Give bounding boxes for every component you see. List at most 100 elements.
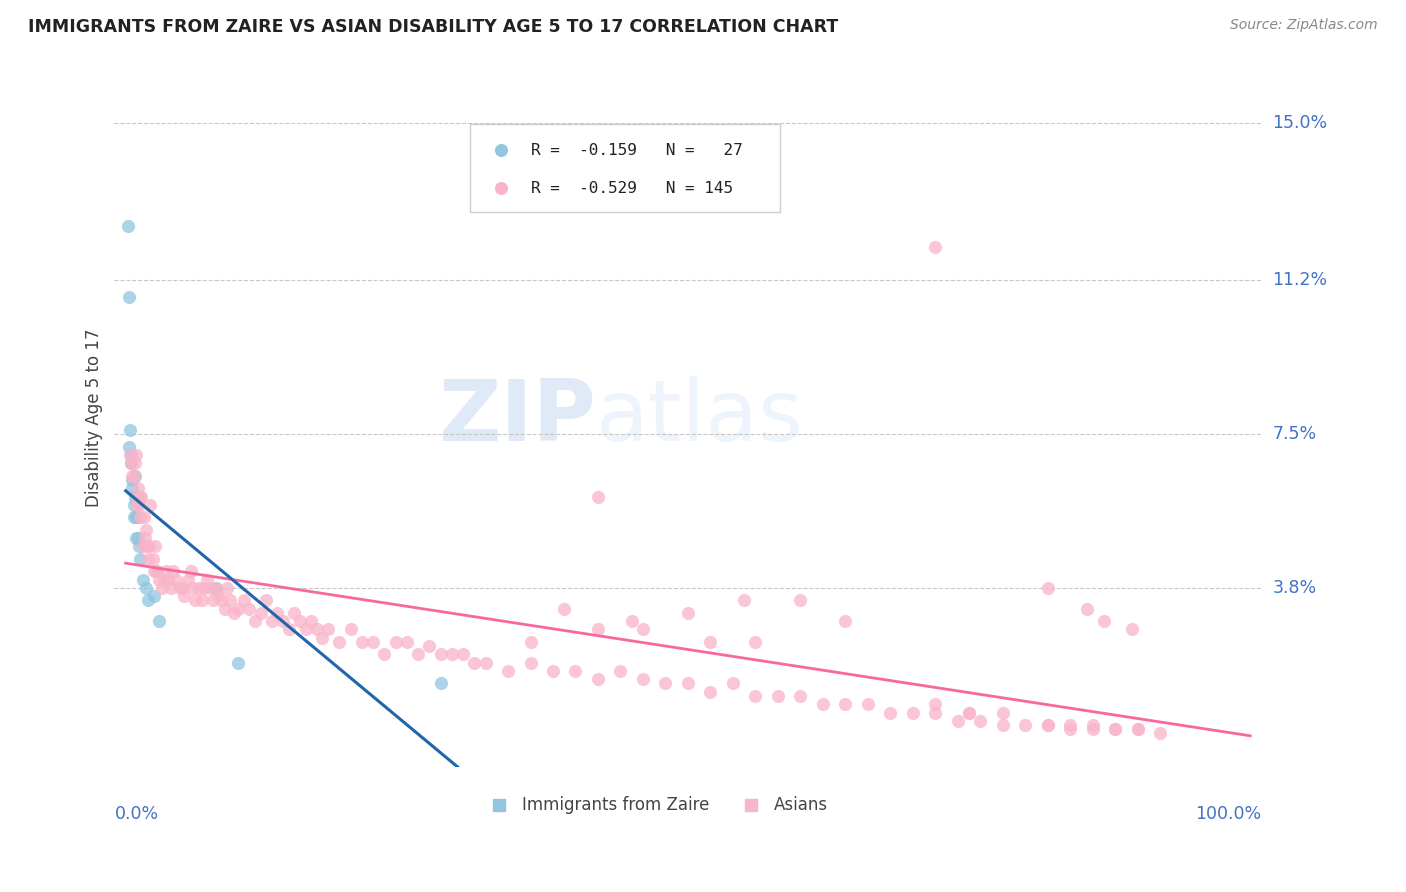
- Point: [766, 689, 789, 703]
- Point: [811, 698, 834, 712]
- Point: [1076, 601, 1098, 615]
- Point: [238, 601, 260, 615]
- Point: [283, 606, 305, 620]
- Point: [305, 623, 328, 637]
- Point: [120, 456, 142, 470]
- Point: [789, 689, 811, 703]
- Point: [198, 581, 221, 595]
- Point: [125, 510, 148, 524]
- Point: [145, 564, 167, 578]
- Text: 100.0%: 100.0%: [1195, 805, 1261, 823]
- Point: [173, 589, 195, 603]
- Point: [299, 614, 322, 628]
- Point: [1126, 722, 1149, 736]
- Point: [294, 623, 316, 637]
- Point: [136, 593, 159, 607]
- Point: [249, 606, 271, 620]
- Point: [157, 573, 180, 587]
- Point: [406, 648, 429, 662]
- Point: [1104, 722, 1126, 736]
- Point: [129, 510, 152, 524]
- Point: [120, 423, 142, 437]
- Text: 15.0%: 15.0%: [1272, 113, 1327, 131]
- Point: [170, 581, 193, 595]
- Point: [609, 664, 631, 678]
- Point: [496, 664, 519, 678]
- Point: [136, 551, 159, 566]
- Point: [184, 593, 207, 607]
- Point: [193, 581, 215, 595]
- Point: [699, 635, 721, 649]
- Point: [159, 581, 181, 595]
- Point: [142, 589, 165, 603]
- Point: [1059, 722, 1081, 736]
- Point: [519, 656, 541, 670]
- Point: [879, 706, 901, 720]
- Point: [924, 706, 946, 720]
- Point: [127, 531, 149, 545]
- Text: Source: ZipAtlas.com: Source: ZipAtlas.com: [1230, 18, 1378, 32]
- Point: [150, 581, 173, 595]
- Point: [789, 593, 811, 607]
- Point: [122, 468, 145, 483]
- Point: [136, 540, 159, 554]
- Point: [373, 648, 395, 662]
- Point: [125, 490, 148, 504]
- Point: [148, 614, 170, 628]
- Point: [266, 606, 288, 620]
- Text: R =  -0.159   N =   27: R = -0.159 N = 27: [531, 143, 742, 158]
- Point: [131, 490, 153, 504]
- Point: [924, 698, 946, 712]
- Point: [125, 531, 148, 545]
- Point: [1036, 718, 1059, 732]
- Point: [222, 606, 245, 620]
- Point: [125, 510, 148, 524]
- Point: [288, 614, 311, 628]
- Point: [118, 440, 141, 454]
- Point: [138, 540, 160, 554]
- Point: [202, 593, 225, 607]
- Text: ZIP: ZIP: [439, 376, 596, 459]
- Point: [474, 656, 496, 670]
- Point: [631, 673, 654, 687]
- Point: [946, 714, 969, 728]
- Point: [350, 635, 373, 649]
- Point: [120, 456, 142, 470]
- Text: R =  -0.529   N = 145: R = -0.529 N = 145: [531, 180, 733, 195]
- Point: [1126, 722, 1149, 736]
- Point: [553, 601, 575, 615]
- Point: [721, 676, 744, 690]
- Point: [463, 656, 485, 670]
- Point: [124, 456, 146, 470]
- Point: [311, 631, 333, 645]
- Point: [129, 551, 152, 566]
- Point: [969, 714, 991, 728]
- Point: [1036, 581, 1059, 595]
- Point: [120, 448, 142, 462]
- Point: [165, 573, 187, 587]
- Point: [209, 593, 232, 607]
- Point: [162, 564, 184, 578]
- Point: [440, 648, 463, 662]
- Point: [1081, 722, 1104, 736]
- Point: [586, 623, 609, 637]
- Y-axis label: Disability Age 5 to 17: Disability Age 5 to 17: [86, 328, 103, 507]
- Point: [1104, 722, 1126, 736]
- Point: [142, 551, 165, 566]
- Point: [1014, 718, 1036, 732]
- Point: [586, 490, 609, 504]
- Point: [120, 448, 142, 462]
- Point: [195, 573, 218, 587]
- Point: [129, 490, 152, 504]
- Point: [180, 564, 202, 578]
- Point: [135, 523, 157, 537]
- Point: [132, 510, 155, 524]
- Point: [122, 510, 145, 524]
- Point: [744, 689, 766, 703]
- Point: [733, 593, 755, 607]
- Text: 11.2%: 11.2%: [1272, 271, 1327, 289]
- Point: [328, 635, 350, 649]
- Point: [181, 581, 204, 595]
- Text: IMMIGRANTS FROM ZAIRE VS ASIAN DISABILITY AGE 5 TO 17 CORRELATION CHART: IMMIGRANTS FROM ZAIRE VS ASIAN DISABILIT…: [28, 18, 838, 36]
- Point: [139, 498, 162, 512]
